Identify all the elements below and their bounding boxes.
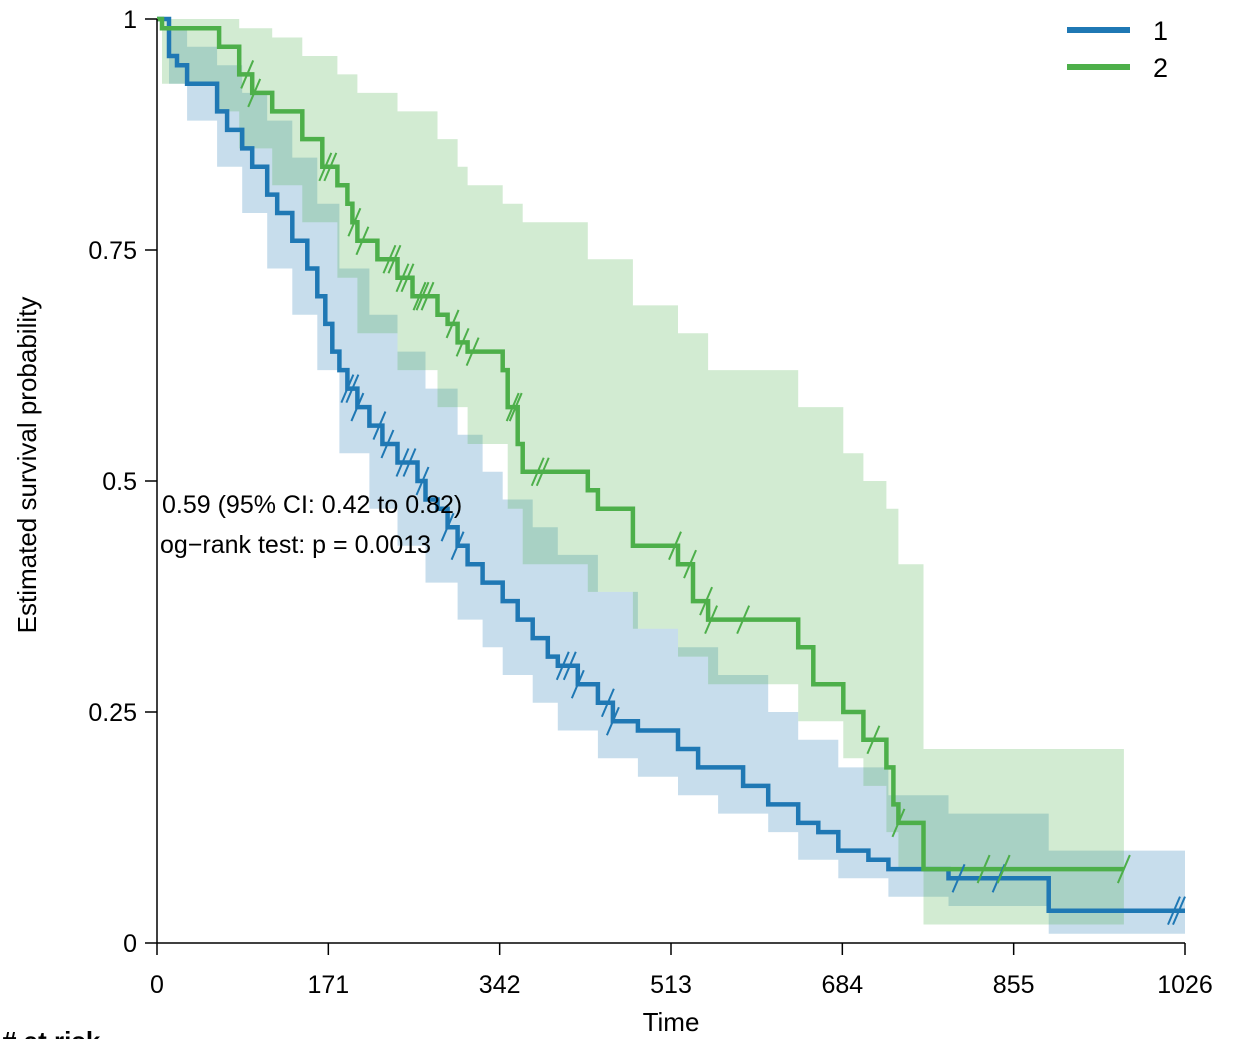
logrank-annotation: og−rank test: p = 0.0013 bbox=[160, 531, 431, 559]
censor-mark-series-1-14 bbox=[605, 706, 620, 736]
censor-mark-series-2-5 bbox=[355, 226, 370, 256]
legend-label-1: 1 bbox=[1153, 16, 1168, 46]
y-tick-label-4: 1 bbox=[123, 6, 137, 34]
censor-mark-series-1-18 bbox=[1172, 896, 1186, 926]
censor-mark-series-2-9 bbox=[400, 263, 415, 293]
x-tick-label-6: 1026 bbox=[1157, 971, 1213, 999]
censor-mark-series-2-15 bbox=[465, 337, 480, 367]
confidence-bands bbox=[157, 19, 1185, 934]
x-tick-label-3: 513 bbox=[650, 971, 692, 999]
censor-mark-series-1-17 bbox=[1167, 896, 1181, 926]
ci-band-series-1 bbox=[157, 19, 1185, 934]
y-tick-label-0: 0 bbox=[123, 930, 137, 958]
censor-mark-series-2-10 bbox=[412, 281, 427, 311]
censor-mark-series-1-9 bbox=[450, 531, 465, 561]
censor-mark-series-1-6 bbox=[402, 448, 417, 477]
censor-mark-series-2-16 bbox=[505, 392, 520, 422]
censor-mark-series-2-19 bbox=[535, 457, 550, 487]
hazard-ratio-annotation: 0.59 (95% CI: 0.42 to 0.82) bbox=[162, 491, 462, 519]
censor-mark-series-1-11 bbox=[562, 651, 577, 681]
censor-mark-series-2-18 bbox=[530, 457, 545, 487]
censor-mark-series-2-17 bbox=[508, 392, 523, 422]
censor-mark-series-2-21 bbox=[683, 549, 697, 579]
x-tick-label-4: 684 bbox=[821, 971, 863, 999]
censor-mark-series-2-12 bbox=[420, 281, 435, 311]
y-tick-label-2: 0.5 bbox=[102, 468, 137, 496]
censor-mark-series-2-14 bbox=[455, 328, 470, 357]
censor-mark-series-2-1 bbox=[247, 78, 262, 108]
censor-mark-series-1-5 bbox=[395, 448, 410, 477]
censor-mark-series-1-15 bbox=[951, 863, 966, 893]
censor-mark-series-1-13 bbox=[600, 688, 615, 718]
censor-mark-series-2-20 bbox=[668, 531, 682, 561]
censor-mark-series-2-6 bbox=[382, 244, 397, 274]
censor-marks bbox=[240, 60, 1186, 926]
x-axis-title: Time bbox=[643, 1007, 700, 1037]
censor-mark-series-1-4 bbox=[380, 429, 395, 459]
censor-mark-series-1-8 bbox=[440, 512, 455, 542]
censor-mark-series-2-22 bbox=[699, 586, 713, 616]
x-tick-label-2: 342 bbox=[479, 971, 521, 999]
risk-table-title: # at risk bbox=[2, 1026, 101, 1039]
x-tick-label-5: 855 bbox=[993, 971, 1035, 999]
censor-mark-series-2-24 bbox=[736, 605, 751, 634]
y-tick-label-1: 0.25 bbox=[88, 699, 137, 727]
y-tick-label-3: 0.75 bbox=[88, 237, 137, 265]
censor-mark-series-2-0 bbox=[240, 60, 255, 89]
survival-curve-series-2 bbox=[157, 16, 1124, 872]
censor-mark-series-2-28 bbox=[996, 854, 1011, 884]
censor-mark-series-1-0 bbox=[340, 374, 355, 403]
censor-mark-series-2-13 bbox=[445, 309, 460, 339]
censor-mark-series-1-1 bbox=[345, 374, 360, 403]
ci-band-series-2 bbox=[157, 19, 1124, 925]
censor-mark-series-2-23 bbox=[704, 605, 718, 634]
censor-mark-series-1-7 bbox=[415, 466, 430, 496]
censor-mark-series-1-10 bbox=[555, 651, 570, 681]
x-tick-label-1: 171 bbox=[307, 971, 349, 999]
censor-mark-series-2-4 bbox=[347, 207, 362, 237]
censor-mark-series-2-25 bbox=[866, 725, 881, 755]
censor-mark-series-2-3 bbox=[323, 152, 338, 182]
censor-mark-series-1-3 bbox=[372, 411, 387, 440]
y-axis-ticks: 0 0.25 0.5 0.75 1 bbox=[88, 6, 157, 958]
censor-mark-series-2-29 bbox=[1116, 854, 1131, 884]
censor-mark-series-2-26 bbox=[891, 808, 906, 838]
legend-label-2: 2 bbox=[1153, 53, 1168, 83]
censor-mark-series-1-2 bbox=[350, 392, 365, 422]
censor-mark-series-2-2 bbox=[318, 152, 333, 182]
censor-mark-series-2-27 bbox=[976, 854, 991, 884]
x-axis-ticks: 0 171 342 513 684 855 1026 bbox=[150, 943, 1213, 999]
censor-mark-series-2-8 bbox=[395, 263, 410, 293]
censor-mark-series-2-7 bbox=[387, 244, 402, 274]
legend: 1 2 bbox=[1067, 16, 1168, 83]
y-axis-title: Estimated survival probability bbox=[12, 297, 42, 634]
censor-mark-series-2-11 bbox=[415, 281, 430, 311]
censor-mark-series-1-12 bbox=[570, 669, 585, 699]
x-tick-label-0: 0 bbox=[150, 971, 164, 999]
